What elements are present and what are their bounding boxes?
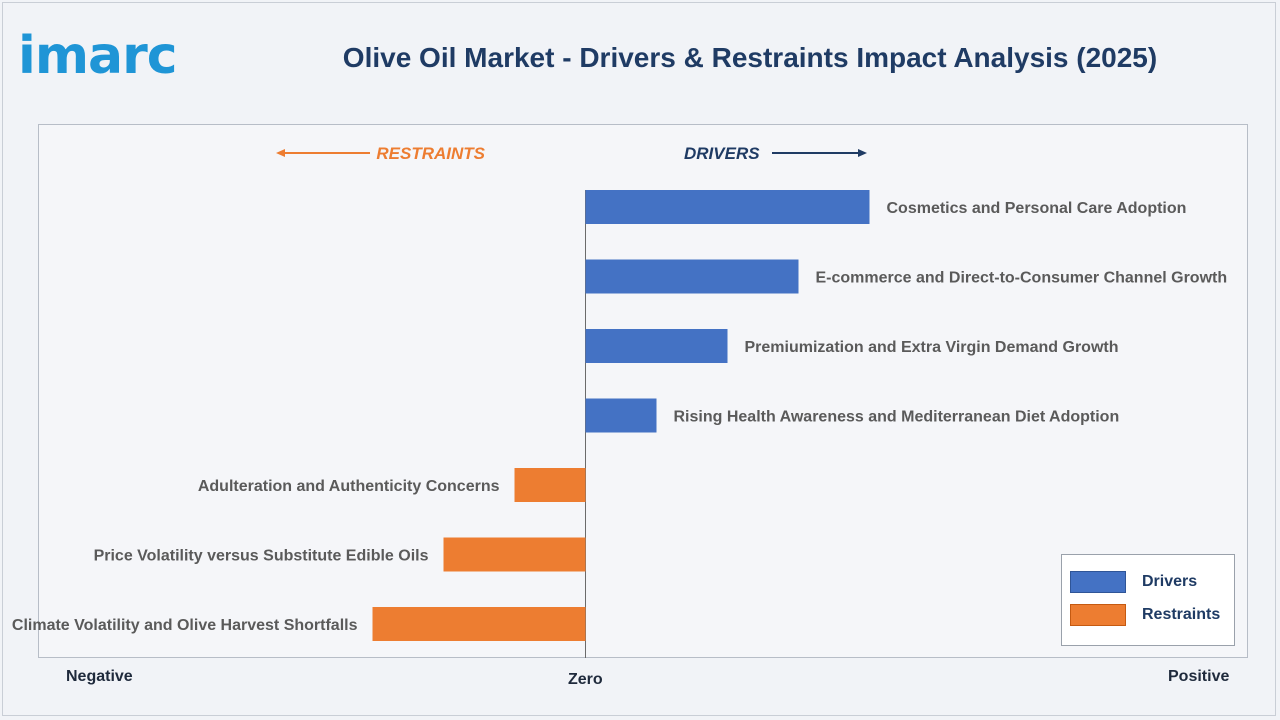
legend-item-drivers: Drivers [1070,570,1197,594]
bar-label-driver-0: Cosmetics and Personal Care Adoption [887,200,1187,217]
bar-label-restraint-1: Price Volatility versus Substitute Edibl… [94,548,429,565]
legend-label-restraints: Restraints [1142,606,1221,623]
legend-swatch-drivers [1070,571,1126,593]
drivers-arrow-head [858,149,867,157]
bar-restraint-2 [372,607,586,641]
bar-driver-3 [585,398,657,433]
bar-driver-1 [585,259,799,294]
bar-label-restraint-0: Adulteration and Authenticity Concerns [198,478,500,495]
axis-zero-label: Zero [568,671,603,688]
drivers-header: DRIVERS [684,144,760,163]
bar-label-driver-3: Rising Health Awareness and Mediterranea… [674,409,1120,426]
bar-label-driver-1: E-commerce and Direct-to-Consumer Channe… [816,270,1228,287]
legend-label-drivers: Drivers [1142,573,1198,590]
legend: Drivers Restraints [1061,554,1235,646]
chart-title: Olive Oil Market - Drivers & Restraints … [342,42,1158,73]
bar-driver-2 [585,329,728,363]
imarc-logo: imarc [18,26,178,86]
legend-item-restraints: Restraints [1070,603,1220,627]
axis-positive-label: Positive [1168,668,1230,685]
bar-label-restraint-2: Climate Volatility and Olive Harvest Sho… [12,617,358,634]
bar-driver-0 [585,190,870,224]
legend-swatch-restraints [1070,604,1126,626]
bar-restraint-1 [443,537,586,572]
bar-label-driver-2: Premiumization and Extra Virgin Demand G… [745,339,1119,356]
bar-restraint-0 [514,468,586,502]
restraints-arrow-head [276,149,285,157]
axis-negative-label: Negative [66,668,133,685]
restraints-header: RESTRAINTS [376,144,485,163]
